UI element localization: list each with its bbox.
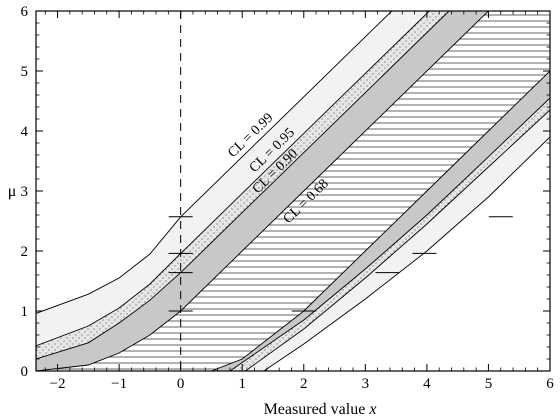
x-tick-label-6: 4	[423, 376, 431, 392]
x-axis-label-var: x	[368, 401, 376, 418]
band-0-upper-edge	[36, 11, 393, 314]
x-tick-label-5: 3	[362, 376, 370, 392]
axis-labels: μ Measured value x	[8, 183, 377, 418]
x-tick-label-2: 0	[177, 376, 185, 392]
interval-marks	[168, 216, 513, 312]
band-3-upper-edge	[36, 11, 489, 371]
band-3-lower-edge	[211, 70, 550, 371]
x-tick-label-1: −1	[111, 376, 127, 392]
x-axis-label-text: Measured value	[264, 401, 366, 418]
band-3	[36, 11, 550, 371]
x-tick-label-3: 1	[238, 376, 246, 392]
y-tick-label-3: 3	[21, 184, 29, 200]
axis-ticks: −2 −1 0 1 2 3 4 5 6 0 1 2 3 4 5 6	[21, 4, 555, 392]
band-2-upper-edge	[36, 11, 450, 360]
x-tick-label-4: 2	[300, 376, 308, 392]
y-axis-label: μ	[8, 183, 17, 200]
y-tick-label-4: 4	[21, 124, 29, 140]
band-2-lower-edge	[229, 97, 550, 371]
y-tick-label-5: 5	[21, 64, 29, 80]
y-tick-label-2: 2	[21, 244, 29, 260]
band-1-upper-edge	[36, 11, 430, 347]
y-tick-label-6: 6	[21, 4, 29, 20]
y-tick-label-0: 0	[21, 364, 29, 380]
x-tick-label-8: 6	[546, 376, 554, 392]
x-tick-label-7: 5	[485, 376, 493, 392]
x-axis-label: Measured value x	[264, 401, 377, 418]
band-1-lower-edge	[245, 109, 550, 371]
y-tick-label-1: 1	[21, 304, 29, 320]
x-tick-label-0: −2	[50, 376, 66, 392]
confidence-bands	[36, 11, 550, 371]
band-0-lower-edge	[263, 136, 550, 371]
